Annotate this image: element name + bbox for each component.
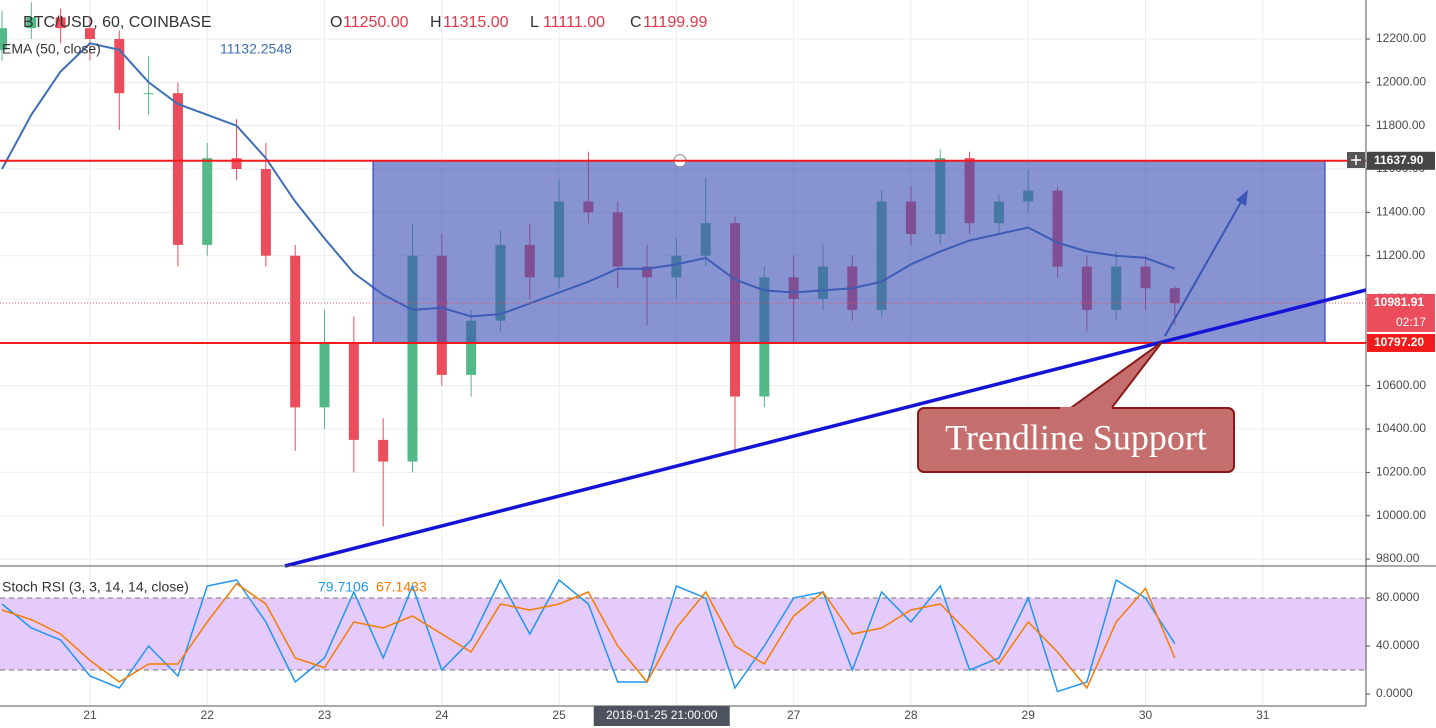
y-tick-label: 9800.00 [1376,551,1420,565]
trendline [284,288,1367,568]
annotation: Trendline Support [945,417,1207,457]
ema-value: 11132.2548 [220,41,292,57]
ema-legend: EMA (50, close) [2,41,101,57]
level-label: 10797.20 [1374,335,1424,349]
y-tick-label: 10400.00 [1376,421,1426,435]
ohlc-key: O [330,14,342,31]
y-tick-label: 12000.00 [1376,75,1426,89]
ohlc-key: L [530,14,539,31]
symbol-title: BTC/USD, 60, COINBASE [23,14,212,31]
x-tick-label: 28 [904,708,918,722]
osc-d-value: 67.1433 [376,579,427,595]
level-tag [1367,333,1435,352]
x-tick-label: 23 [318,708,332,722]
ohlc-header: O 11250.00 H 11315.00 L 11111.00 C 11199.99 [330,14,707,31]
candle-body [378,439,389,462]
candle-body [202,158,213,245]
ohlc-value: 11111.00 [543,14,605,31]
osc-band [0,598,1366,671]
y-tick-label: 40.0000 [1376,638,1420,652]
candle-body [172,93,183,245]
last-price-label: 10981.91 [1374,295,1424,309]
ohlc-value: 11315.00 [443,14,509,31]
y-tick-label: 10200.00 [1376,465,1426,479]
last-price-tag [1367,293,1435,332]
candle-body [0,28,7,50]
x-tick-label: 21 [83,708,97,722]
y-tick-label: 11200.00 [1376,248,1425,262]
ohlc-value: 11199.99 [643,14,707,31]
y-tick-label: 80.0000 [1376,590,1420,604]
candle-body [290,255,301,408]
x-tick-label: 25 [552,708,566,722]
x-tick-label: 24 [435,708,449,722]
axes: 21222324252627282930319800.0010000.00102… [83,31,1435,726]
callout-join [1060,407,1112,411]
candle-body [260,169,271,256]
candle-body [84,28,95,40]
y-tick-label: 10600.00 [1376,378,1426,392]
level-tag [1367,151,1435,170]
osc-k-value: 79.7106 [318,579,369,595]
oscillator-pane [0,578,1366,693]
level-label: 11637.90 [1374,153,1424,167]
x-tick-label: 31 [1256,708,1270,722]
candle-body [407,255,418,462]
range-box [372,160,1326,344]
y-tick-label: 0.0000 [1376,686,1413,700]
y-tick-label: 10000.00 [1376,508,1426,522]
candle-body [114,39,125,94]
ohlc-value: 11250.00 [343,14,409,31]
ohlc-key: C [630,14,642,31]
candle-body [55,17,66,29]
countdown: 02:17 [1396,315,1426,329]
ohlc-key: H [430,14,442,31]
y-tick-label: 12200.00 [1376,31,1426,45]
x-tick-label: 27 [787,708,801,722]
osc-legend: Stoch RSI (3, 3, 14, 14, close) [2,579,189,595]
candle-body [466,320,477,375]
candle-body [319,342,330,408]
crosshair-tag [593,706,730,726]
arrow-head [1236,190,1248,206]
crosshair-label: 2018-01-25 21:00:00 [606,708,718,722]
overlays [0,154,1366,344]
candle-body [26,17,37,29]
candle-body [348,342,359,440]
x-tick-label: 29 [1022,708,1036,722]
arrow [1164,194,1246,337]
x-tick-label: 22 [201,708,215,722]
candle-body [231,158,242,170]
y-tick-label: 11400.00 [1376,205,1425,219]
osc-line [1,578,1176,693]
candle-body [143,93,154,95]
x-tick-label: 30 [1139,708,1153,722]
y-tick-label: 11800.00 [1376,118,1425,132]
osc-line [1,582,1176,690]
